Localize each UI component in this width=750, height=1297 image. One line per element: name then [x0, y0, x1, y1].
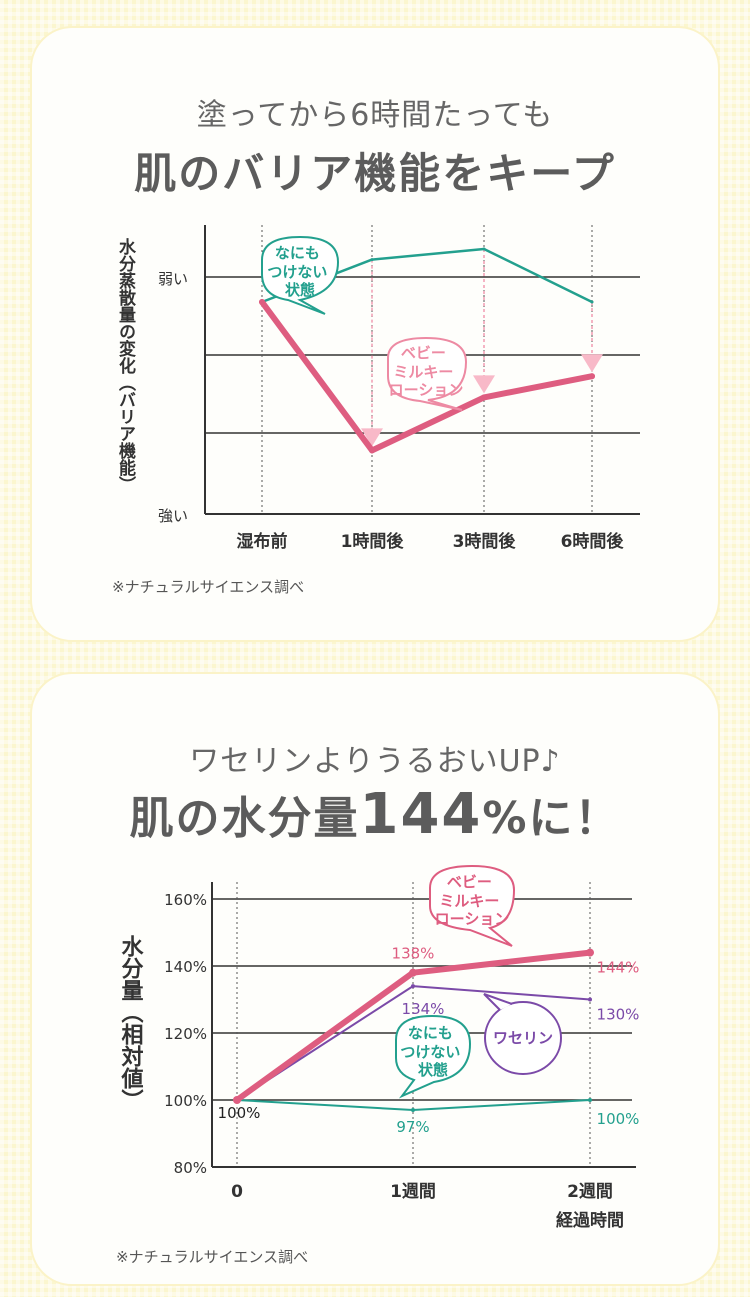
- chart2-point: [588, 1098, 592, 1102]
- card1-title: 肌のバリア機能をキープ: [134, 149, 616, 198]
- chart2-y-tick: 140%: [164, 958, 207, 976]
- chart1-point: [589, 373, 595, 380]
- chart1-callout-none-line2: つけない: [267, 263, 327, 281]
- chart2-point: [411, 1108, 415, 1113]
- svg-text:ベビー ミルキー ローション: ベビー ミルキー ローション: [389, 344, 464, 399]
- chart2-callout-baby-line3: ローション: [435, 910, 510, 928]
- chart1-point: [370, 258, 374, 262]
- chart1-series-line: [259, 299, 595, 454]
- chart2-data-label: 100%: [597, 1110, 640, 1128]
- chart2-y-axis-label: 水分量（相対値）: [118, 935, 145, 1111]
- chart1-y-top-label: 弱い: [158, 270, 188, 288]
- card2-title: 肌の水分量144%に！: [32, 782, 718, 847]
- chart1-y-axis-label: 水分蒸散量の変化（バリア機能）: [115, 237, 136, 493]
- chart1-x-tick: 6時間後: [561, 531, 625, 552]
- chart2-point: [409, 968, 417, 977]
- chart2-point: [588, 997, 592, 1002]
- chart1-callout-baby: ベビー ミルキー ローション: [387, 336, 468, 411]
- chart2-x-axis-title: 経過時間: [556, 1210, 624, 1231]
- chart1-point: [481, 394, 487, 401]
- card2-source-note: ※ナチュラルサイエンス調べ: [116, 1248, 309, 1266]
- barrier-card: 塗ってから6時間たっても 肌のバリア機能をキープ ※ナチュラルサイエンス調べ: [32, 28, 718, 640]
- chart2-callout-baby-line2: ミルキー: [439, 892, 499, 910]
- chart1-change-arrowhead: [581, 354, 603, 373]
- chart2-y-tick: 120%: [164, 1025, 207, 1043]
- chart1-change-arrowhead: [473, 375, 495, 394]
- chart1-callout-none: なにも つけない 状態: [261, 235, 340, 315]
- chart2-callout-none-line1: なにも: [408, 1024, 453, 1042]
- card2-subtitle: ワセリンよりうるおいUP♪: [189, 744, 561, 779]
- chart2-callout-none-line2: つけない: [400, 1043, 460, 1061]
- chart2-callout-vaseline: ワセリン: [483, 993, 562, 1075]
- chart2-x-tick: 1週間: [390, 1182, 436, 1202]
- chart1-x-tick: 湿布前: [237, 531, 288, 552]
- chart2-data-label: 100%: [218, 1104, 261, 1122]
- card2-title-prefix: 肌の水分量: [129, 793, 360, 844]
- card1-subtitle: 塗ってから6時間たっても: [196, 98, 554, 133]
- chart2-data-label: 144%: [597, 959, 640, 977]
- card2-title-number: 144: [359, 782, 483, 847]
- chart2-data-label: 97%: [396, 1118, 429, 1136]
- chart1-change-arrowhead: [361, 428, 383, 447]
- chart2-point: [411, 984, 415, 989]
- chart2-callout-none: なにも つけない 状態: [395, 1014, 472, 1099]
- chart2-y-tick: 160%: [164, 891, 207, 909]
- chart1-callout-none-line3: 状態: [285, 281, 315, 299]
- chart1-x-tick: 1時間後: [341, 531, 405, 552]
- chart2-x-tick: 0: [231, 1182, 243, 1202]
- chart2-data-label: 138%: [392, 945, 435, 963]
- chart2-y-tick: 100%: [164, 1092, 207, 1110]
- chart2-callout-baby: ベビー ミルキー ローション: [429, 864, 516, 947]
- chart2-x-tick: 2週間: [567, 1182, 613, 1202]
- chart2-point: [586, 948, 594, 957]
- chart1-callout-none-line1: なにも: [275, 244, 320, 262]
- svg-text:なにも つけない 状態: なにも つけない 状態: [267, 244, 332, 299]
- chart1-callout-baby-line1: ベビー: [401, 344, 446, 362]
- chart2-callout-none-line3: 状態: [418, 1061, 448, 1079]
- chart1-point: [590, 300, 594, 304]
- chart1-point: [369, 447, 375, 454]
- chart2-callout-baby-line1: ベビー: [447, 873, 492, 891]
- chart2-point: [233, 1096, 241, 1104]
- svg-text:なにも つけない 状態: なにも つけない 状態: [400, 1024, 465, 1079]
- chart2-data-label: 130%: [597, 1006, 640, 1024]
- chart1-callout-baby-line3: ローション: [389, 381, 464, 399]
- card1-source-note: ※ナチュラルサイエンス調べ: [112, 578, 305, 596]
- chart1-callout-baby-line2: ミルキー: [393, 363, 453, 381]
- chart1-point: [259, 299, 265, 305]
- chart1-point: [482, 247, 486, 251]
- chart1-y-bottom-label: 強い: [158, 507, 188, 525]
- svg-text:ベビー ミルキー ローション: ベビー ミルキー ローション: [435, 873, 510, 928]
- chart2-y-tick: 80%: [174, 1159, 207, 1177]
- moisture-card: ワセリンよりうるおいUP♪ 肌の水分量144%に！ ※ナチュラルサイエンス調べ: [32, 674, 718, 1284]
- chart1-x-tick: 3時間後: [453, 531, 517, 552]
- card2-title-suffix: %に！: [482, 793, 621, 844]
- chart2-data-label: 134%: [402, 1000, 445, 1018]
- chart2-callout-vaseline-text: ワセリン: [493, 1029, 553, 1047]
